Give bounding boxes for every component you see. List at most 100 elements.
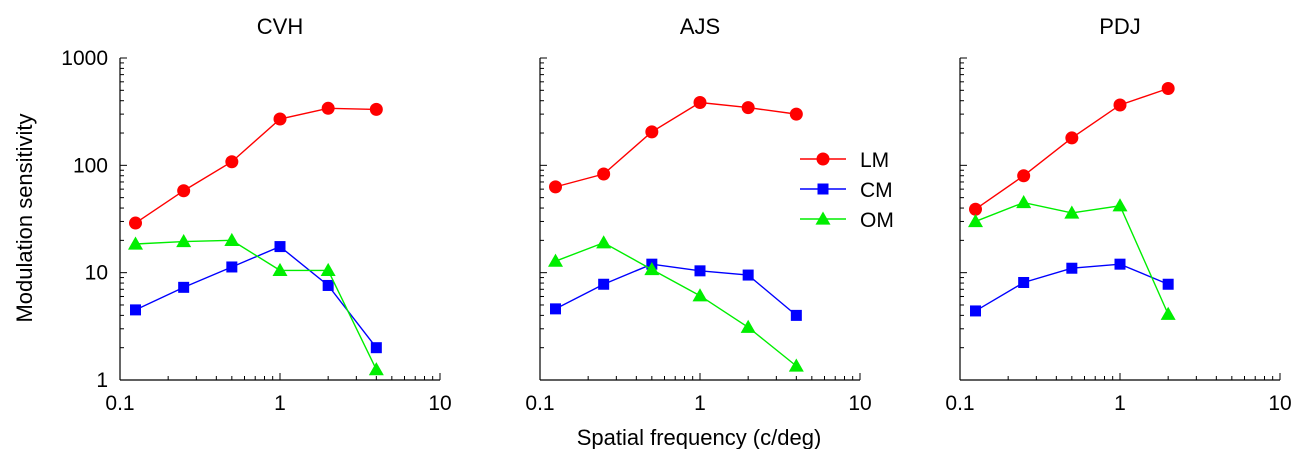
x-tick-label: 10	[1268, 392, 1291, 415]
data-point	[129, 216, 143, 230]
legend-label: CM	[860, 179, 893, 202]
data-point	[694, 265, 706, 277]
legend-label: LM	[860, 149, 889, 172]
data-point	[693, 95, 707, 109]
data-point	[177, 184, 191, 198]
data-point	[598, 278, 610, 290]
data-point	[1161, 81, 1175, 95]
x-axis-label: Spatial frequency (c/deg)	[577, 425, 822, 449]
data-point	[644, 262, 660, 276]
data-point	[225, 155, 239, 169]
data-point	[1017, 169, 1031, 183]
data-point	[741, 101, 755, 115]
data-point	[226, 261, 238, 273]
data-point	[130, 304, 142, 316]
data-point	[1112, 198, 1128, 212]
data-point	[742, 269, 754, 281]
x-tick-label: 0.1	[945, 392, 974, 415]
series-om	[548, 235, 804, 372]
data-point	[1114, 258, 1126, 270]
series-cm	[550, 258, 802, 321]
data-point	[788, 358, 804, 372]
series-line	[135, 107, 377, 224]
data-point	[968, 213, 984, 228]
data-point	[740, 319, 756, 333]
data-point	[272, 262, 288, 277]
data-point	[1018, 276, 1030, 288]
legend-entry-cm: CM	[800, 179, 893, 202]
data-point	[1066, 262, 1078, 274]
data-point	[178, 281, 190, 293]
data-point	[1160, 306, 1176, 320]
series-cm	[970, 258, 1174, 317]
legend-label: OM	[860, 209, 894, 232]
data-point	[224, 232, 240, 246]
x-tick-label: 1	[1114, 392, 1126, 415]
x-tick-label: 0.1	[105, 392, 134, 415]
series-line	[555, 101, 797, 188]
x-tick-label: 10	[428, 392, 451, 415]
legend-marker	[817, 183, 829, 195]
data-point	[1064, 205, 1080, 219]
x-tick-label: 0.1	[525, 392, 554, 415]
series-lm	[129, 101, 383, 230]
series-line	[975, 87, 1169, 210]
panel-title: PDJ	[1099, 14, 1141, 39]
data-point	[789, 107, 803, 121]
data-point	[176, 234, 192, 248]
data-point	[645, 125, 659, 139]
series-line	[555, 263, 797, 316]
data-point	[549, 180, 563, 194]
y-axis-label: Modulation sensitivity	[12, 113, 37, 322]
data-point	[1162, 278, 1174, 290]
data-point	[1113, 98, 1127, 112]
x-tick-label: 1	[694, 392, 706, 415]
data-point	[128, 236, 144, 250]
series-om	[968, 195, 1176, 320]
data-point	[597, 167, 611, 181]
series-line	[135, 245, 377, 349]
data-point	[320, 262, 336, 277]
data-point	[790, 309, 802, 321]
data-point	[969, 202, 983, 216]
data-point	[369, 102, 383, 116]
series-line	[555, 241, 797, 367]
y-tick-label: 1000	[61, 47, 108, 70]
legend-entry-om: OM	[800, 209, 894, 232]
panel-pdj: PDJ 0.1 1 10	[945, 14, 1291, 415]
data-point	[274, 241, 286, 253]
panel-ajs: AJS 0.1 1 10	[525, 14, 871, 415]
series-cm	[130, 241, 382, 354]
series-line	[975, 201, 1169, 315]
legend-marker	[815, 211, 831, 225]
data-point	[550, 303, 562, 315]
panel-title: AJS	[680, 14, 720, 39]
data-point	[322, 279, 334, 291]
x-tick-label: 1	[274, 392, 286, 415]
data-point	[548, 253, 564, 267]
legend: LM CM OM	[800, 149, 894, 232]
y-tick-label: 100	[73, 154, 108, 177]
series-om	[128, 232, 384, 376]
data-point	[1065, 131, 1079, 145]
series-lm	[549, 95, 803, 194]
data-point	[368, 362, 384, 376]
legend-marker	[816, 152, 830, 166]
series-line	[135, 239, 377, 370]
panel-title: CVH	[257, 14, 303, 39]
data-point	[596, 235, 612, 249]
series-lm	[969, 81, 1175, 216]
y-tick-label: 10	[85, 262, 108, 285]
y-tick-label: 1	[96, 369, 108, 392]
data-point	[970, 305, 982, 317]
legend-entry-lm: LM	[800, 149, 889, 172]
data-point	[370, 342, 382, 354]
x-tick-label: 10	[848, 392, 871, 415]
data-point	[692, 288, 708, 302]
data-point	[1016, 195, 1032, 209]
data-point	[321, 101, 335, 115]
data-point	[273, 112, 287, 126]
